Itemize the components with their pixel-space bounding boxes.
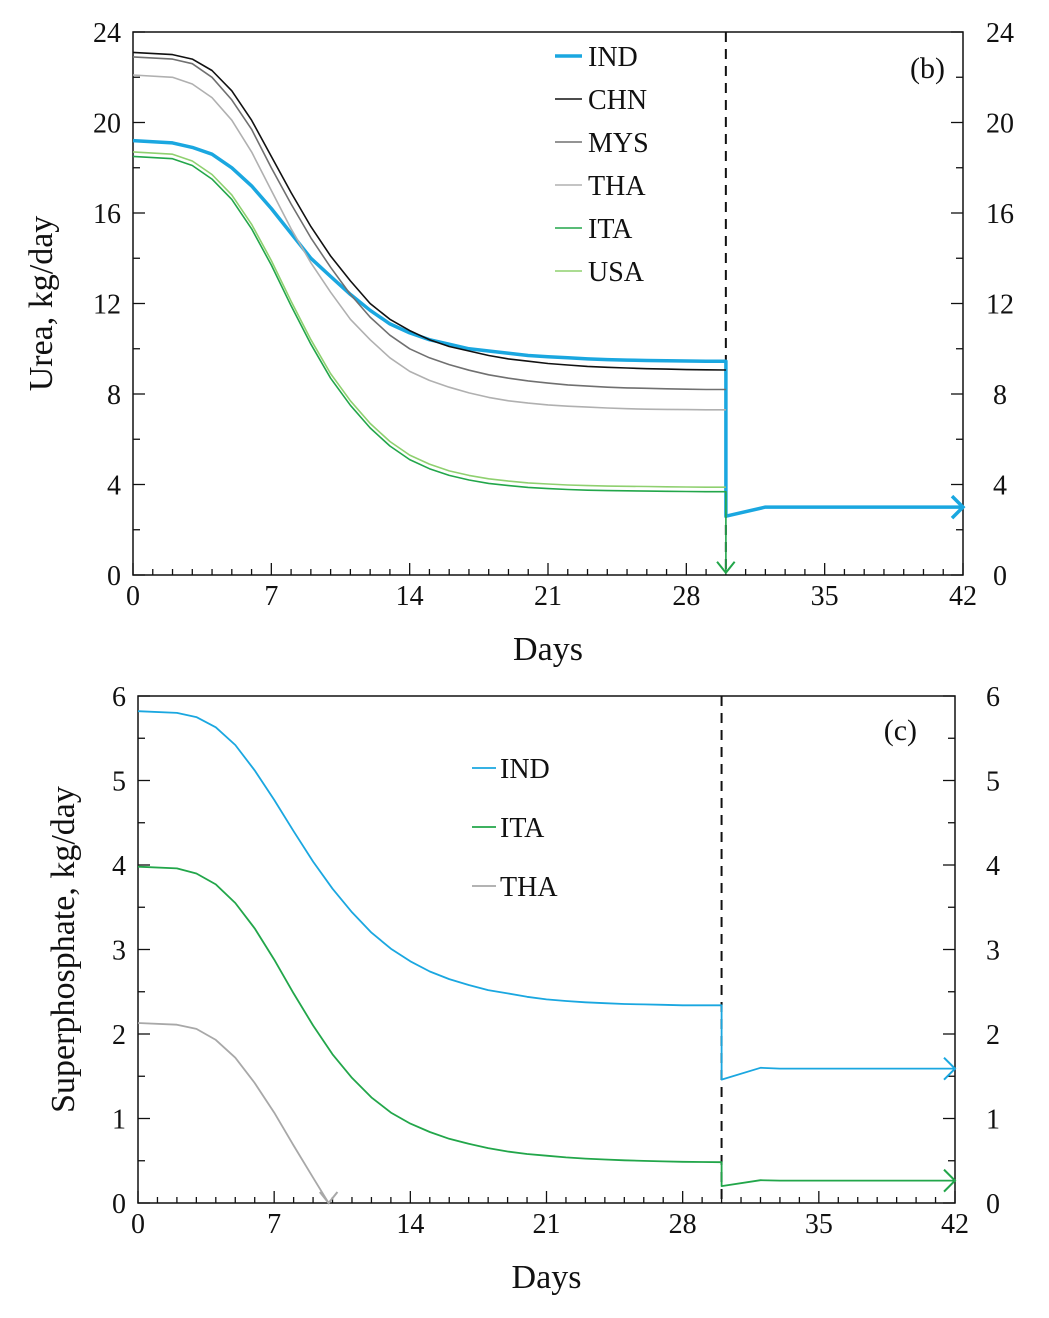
y-tick-label-right: 2	[986, 1020, 1000, 1051]
x-tick-label: 35	[805, 1209, 833, 1240]
y-tick-label-left: 20	[93, 109, 121, 140]
y-tick-label-right: 0	[986, 1189, 1000, 1220]
x-tick-label: 21	[533, 1209, 561, 1240]
x-tick-label: 0	[126, 581, 140, 612]
y-tick-label-left: 12	[93, 290, 121, 321]
y-tick-label-left: 3	[112, 936, 126, 967]
x-tick-label: 28	[672, 581, 700, 612]
series-arrowhead-ita	[943, 1168, 957, 1193]
y-tick-label-left: 5	[112, 767, 126, 798]
y-tick-label-left: 0	[112, 1189, 126, 1220]
x-tick-label: 14	[396, 581, 424, 612]
y-axis-title: Urea, kg/day	[23, 216, 60, 392]
panel-label: (b)	[910, 52, 945, 85]
y-axis-title: Superphosphate, kg/day	[45, 786, 82, 1113]
legend-label-ind: IND	[588, 42, 638, 73]
y-tick-label-right: 3	[986, 936, 1000, 967]
y-tick-label-right: 4	[993, 471, 1007, 502]
series-line-tha	[137, 1022, 330, 1204]
x-tick-label: 42	[941, 1209, 969, 1240]
x-tick-label: 0	[131, 1209, 145, 1240]
x-axis-title: Days	[513, 631, 583, 668]
y-tick-label-left: 2	[112, 1020, 126, 1051]
series-arrowhead-tha	[319, 1191, 339, 1205]
series-line-mys	[132, 56, 726, 391]
legend: IND ITA THA	[472, 754, 558, 903]
chart-panel-urea: 0 7 14 21 28 35 42 0 4 8 12 16 20 24 0 4 8 12 16 20 24 Days Ur…	[23, 18, 1014, 668]
panel-label: (c)	[884, 714, 917, 747]
chart-panel-superphosphate: 0 7 14 21 28 35 42 0 1 2 3 4 5 6 0 1 2 3 4 5 6 Days Superphosp…	[45, 682, 1000, 1296]
y-tick-label-right: 16	[986, 199, 1014, 230]
y-tick-label-right: 6	[986, 682, 1000, 713]
series-arrowhead-ind	[943, 1056, 957, 1081]
series-arrowhead-ind	[950, 494, 966, 520]
legend-label-usa: USA	[588, 257, 645, 288]
y-tick-label-right: 4	[986, 851, 1000, 882]
legend: IND CHN MYS THA ITA USA	[555, 42, 649, 288]
y-tick-label-left: 1	[112, 1105, 126, 1136]
x-tick-label: 42	[949, 581, 977, 612]
y-tick-label-right: 1	[986, 1105, 1000, 1136]
y-tick-label-right: 12	[986, 290, 1014, 321]
x-tick-label: 28	[669, 1209, 697, 1240]
y-tick-label-left: 4	[107, 471, 121, 502]
y-tick-label-right: 8	[993, 380, 1007, 411]
series-line-chn	[132, 51, 726, 371]
legend-label-ind: IND	[500, 754, 550, 785]
legend-label-tha: THA	[500, 872, 558, 903]
y-tick-label-left: 0	[107, 561, 121, 592]
series-line-ita	[137, 865, 955, 1187]
x-axis-title: Days	[512, 1259, 582, 1296]
y-tick-label-left: 6	[112, 682, 126, 713]
legend-label-tha: THA	[588, 171, 646, 202]
x-tick-label: 7	[264, 581, 278, 612]
series-line-tha	[132, 74, 726, 411]
series-line-ind	[137, 710, 955, 1081]
series-line-ind	[132, 138, 963, 518]
y-tick-label-right: 5	[986, 767, 1000, 798]
x-tick-label: 14	[396, 1209, 424, 1240]
y-tick-label-left: 8	[107, 380, 121, 411]
x-tick-label: 21	[534, 581, 562, 612]
y-tick-label-right: 24	[986, 18, 1014, 49]
y-tick-label-left: 16	[93, 199, 121, 230]
y-tick-label-right: 0	[993, 561, 1007, 592]
legend-label-ita: ITA	[588, 214, 633, 245]
y-tick-label-left: 4	[112, 851, 126, 882]
legend-label-ita: ITA	[500, 813, 545, 844]
series-line-usa	[132, 151, 726, 489]
y-tick-label-left: 24	[93, 18, 121, 49]
series-arrowhead-ita	[716, 561, 736, 575]
legend-label-mys: MYS	[588, 128, 649, 159]
x-tick-label: 35	[811, 581, 839, 612]
series-line-ita	[132, 155, 727, 573]
x-tick-label: 7	[267, 1209, 281, 1240]
plot-frame	[132, 31, 964, 576]
y-tick-label-right: 20	[986, 109, 1014, 140]
legend-label-chn: CHN	[588, 85, 647, 116]
